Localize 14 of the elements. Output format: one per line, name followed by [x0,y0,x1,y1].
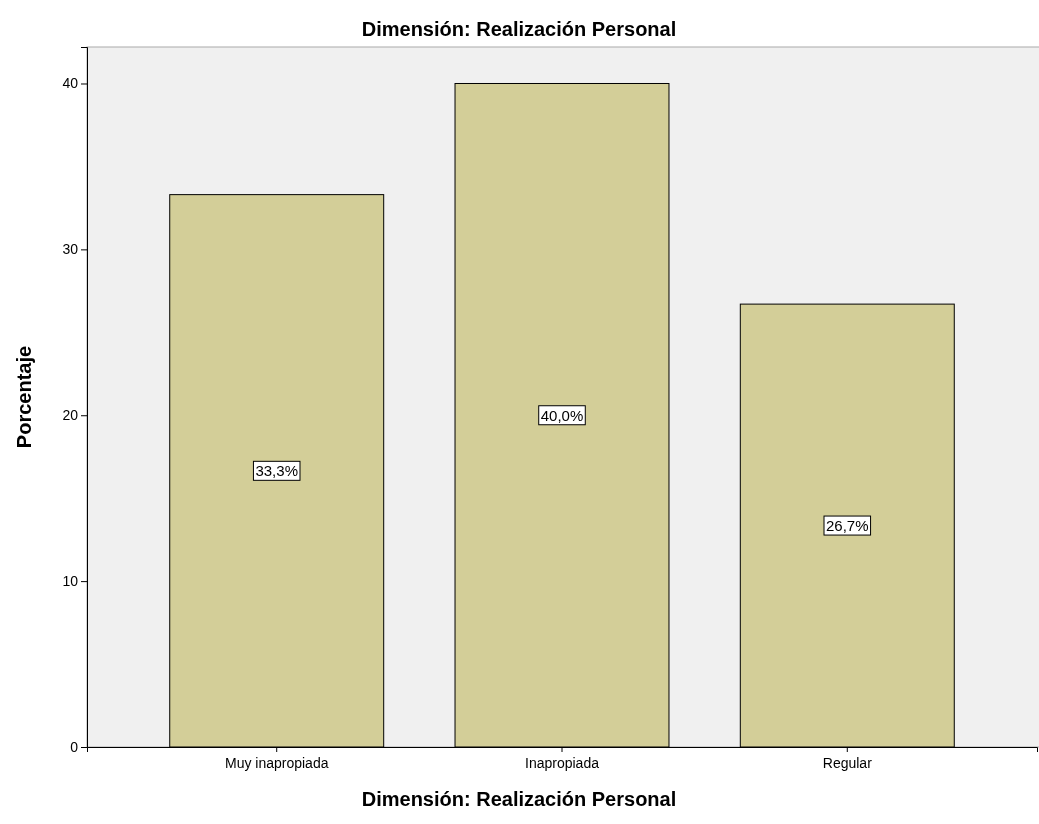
y-tick-label: 0 [70,738,79,755]
x-axis-title: Dimensión: Realización Personal [361,788,677,810]
x-tick-label: Inapropiada [525,754,600,771]
x-tick-label: Regular [822,754,873,771]
data-label: 33,3% [255,462,298,480]
x-tick-label: Muy inapropiada [224,754,329,771]
y-axis-title: Porcentaje [13,345,35,449]
y-tick-label: 20 [62,407,79,424]
y-tick-label: 10 [62,573,79,590]
data-label: 26,7% [826,517,869,535]
chart-title: Dimensión: Realización Personal [361,18,677,40]
y-tick-label: 30 [62,241,79,258]
data-label: 40,0% [540,406,584,424]
y-tick-label: 40 [62,75,79,92]
